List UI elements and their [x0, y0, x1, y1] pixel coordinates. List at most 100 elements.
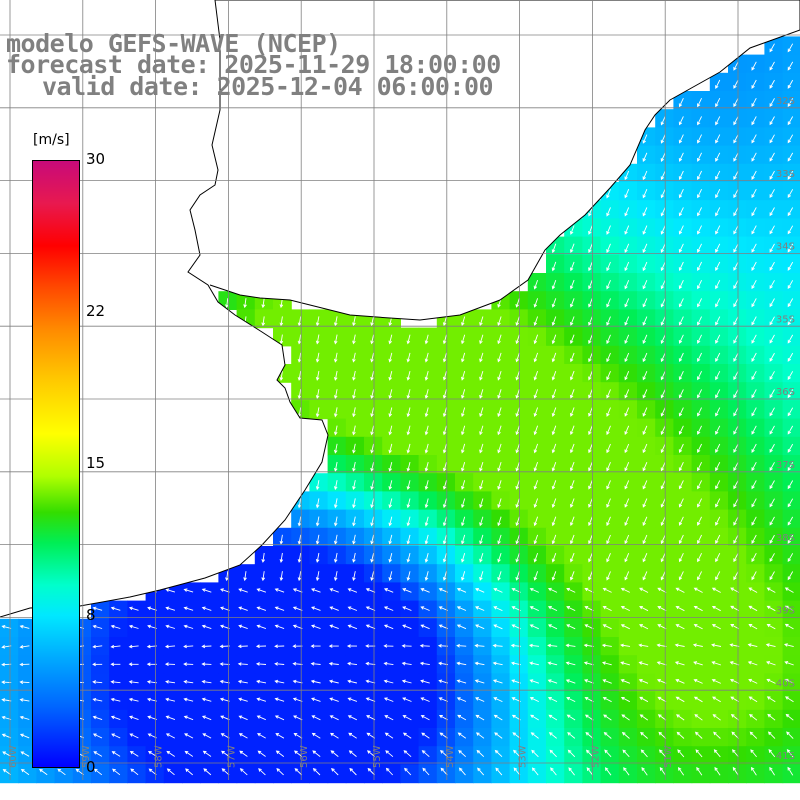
wind-arrow [256, 733, 266, 739]
wind-arrow [406, 516, 411, 527]
wind-arrow [751, 334, 757, 344]
wind-arrow [424, 480, 429, 491]
wind-arrow [787, 407, 794, 417]
wind-arrow [751, 261, 757, 271]
wind-arrow [602, 624, 612, 630]
wind-arrow [624, 280, 630, 290]
wind-arrow [388, 516, 393, 527]
wind-arrow [715, 116, 721, 126]
wind-arrow [531, 749, 539, 758]
wind-arrow [787, 480, 794, 490]
wind-arrow [733, 534, 739, 544]
wind-arrow [733, 425, 739, 435]
wind-arrow [333, 480, 338, 491]
wind-arrow [715, 480, 721, 490]
wind-arrow [733, 79, 739, 89]
wind-arrow [604, 749, 612, 758]
wind-arrow [497, 334, 502, 345]
wind-arrow [787, 152, 794, 162]
wind-arrow [784, 696, 794, 703]
wind-arrow [785, 713, 794, 721]
wind-arrow [660, 225, 666, 235]
wind-arrow [769, 316, 775, 326]
wind-arrow [530, 714, 539, 721]
wind-arrow [315, 552, 320, 563]
wind-arrow [642, 207, 648, 217]
wind-arrow [678, 134, 684, 144]
wind-arrow [769, 462, 775, 472]
wind-arrow [479, 316, 484, 327]
wind-arrow [660, 407, 666, 417]
wind-arrow [784, 605, 794, 612]
wind-arrow [424, 425, 429, 436]
wind-arrow [547, 643, 558, 648]
wind-arrow [769, 516, 775, 526]
wind-arrow [128, 606, 139, 611]
wind-arrow [551, 352, 557, 363]
wind-arrow [678, 243, 684, 253]
wind-arrow [315, 407, 320, 418]
wind-arrow [715, 298, 721, 308]
wind-arrow [769, 134, 775, 144]
wind-arrow [419, 643, 430, 648]
wind-arrow [715, 170, 721, 181]
wind-arrow [624, 352, 630, 363]
wind-arrow [383, 679, 394, 684]
wind-arrow [110, 644, 121, 649]
wind-arrow [256, 624, 267, 630]
wind-arrow [624, 516, 630, 526]
wind-arrow [733, 498, 739, 508]
wind-arrow [383, 624, 394, 630]
wind-arrow [624, 207, 630, 217]
wind-arrow [733, 170, 739, 180]
wind-arrow [279, 370, 284, 381]
wind-arrow [19, 715, 30, 720]
wind-arrow [624, 316, 630, 326]
wind-arrow [406, 498, 411, 509]
colorbar-tick-15: 15 [86, 454, 106, 472]
wind-arrow [110, 624, 121, 629]
wind-arrow [456, 588, 467, 593]
wind-arrow [274, 644, 285, 649]
wind-arrow [787, 534, 794, 544]
wind-arrow [333, 552, 338, 563]
wind-arrow [786, 749, 794, 758]
wind-arrow [787, 316, 794, 326]
wind-arrow [279, 334, 284, 345]
wind-arrow [329, 715, 339, 721]
wind-arrow [787, 261, 794, 271]
wind-arrow [603, 731, 612, 739]
wind-arrow [20, 768, 30, 776]
wind-arrow [310, 644, 321, 648]
wind-arrow [715, 279, 721, 290]
wind-arrow [243, 571, 247, 582]
wind-arrow [515, 407, 520, 417]
colorbar-tick-30: 30 [86, 150, 106, 168]
wind-arrow [588, 207, 593, 217]
wind-arrow [606, 389, 611, 399]
wind-arrow [733, 61, 739, 71]
wind-arrow [566, 697, 576, 703]
wind-arrow [601, 643, 612, 648]
wind-arrow [406, 571, 411, 582]
wind-arrow [660, 389, 666, 399]
wind-arrow [420, 697, 430, 702]
wind-arrow [201, 679, 212, 684]
wind-arrow [329, 624, 339, 630]
wind-arrow [693, 696, 703, 703]
wind-arrow [566, 606, 576, 612]
wind-arrow [201, 662, 212, 666]
wind-arrow [388, 352, 393, 363]
wind-arrow [588, 298, 593, 308]
wind-arrow [165, 697, 176, 702]
wind-arrow [624, 189, 630, 199]
wind-arrow [733, 97, 739, 108]
wind-arrow [569, 352, 575, 363]
wind-arrow [515, 316, 520, 326]
wind-arrow [787, 189, 794, 199]
wind-arrow [678, 116, 684, 126]
wind-arrow [315, 316, 320, 327]
wind-arrow [404, 767, 412, 776]
wind-arrow [493, 606, 503, 612]
wind-arrow [733, 516, 739, 526]
